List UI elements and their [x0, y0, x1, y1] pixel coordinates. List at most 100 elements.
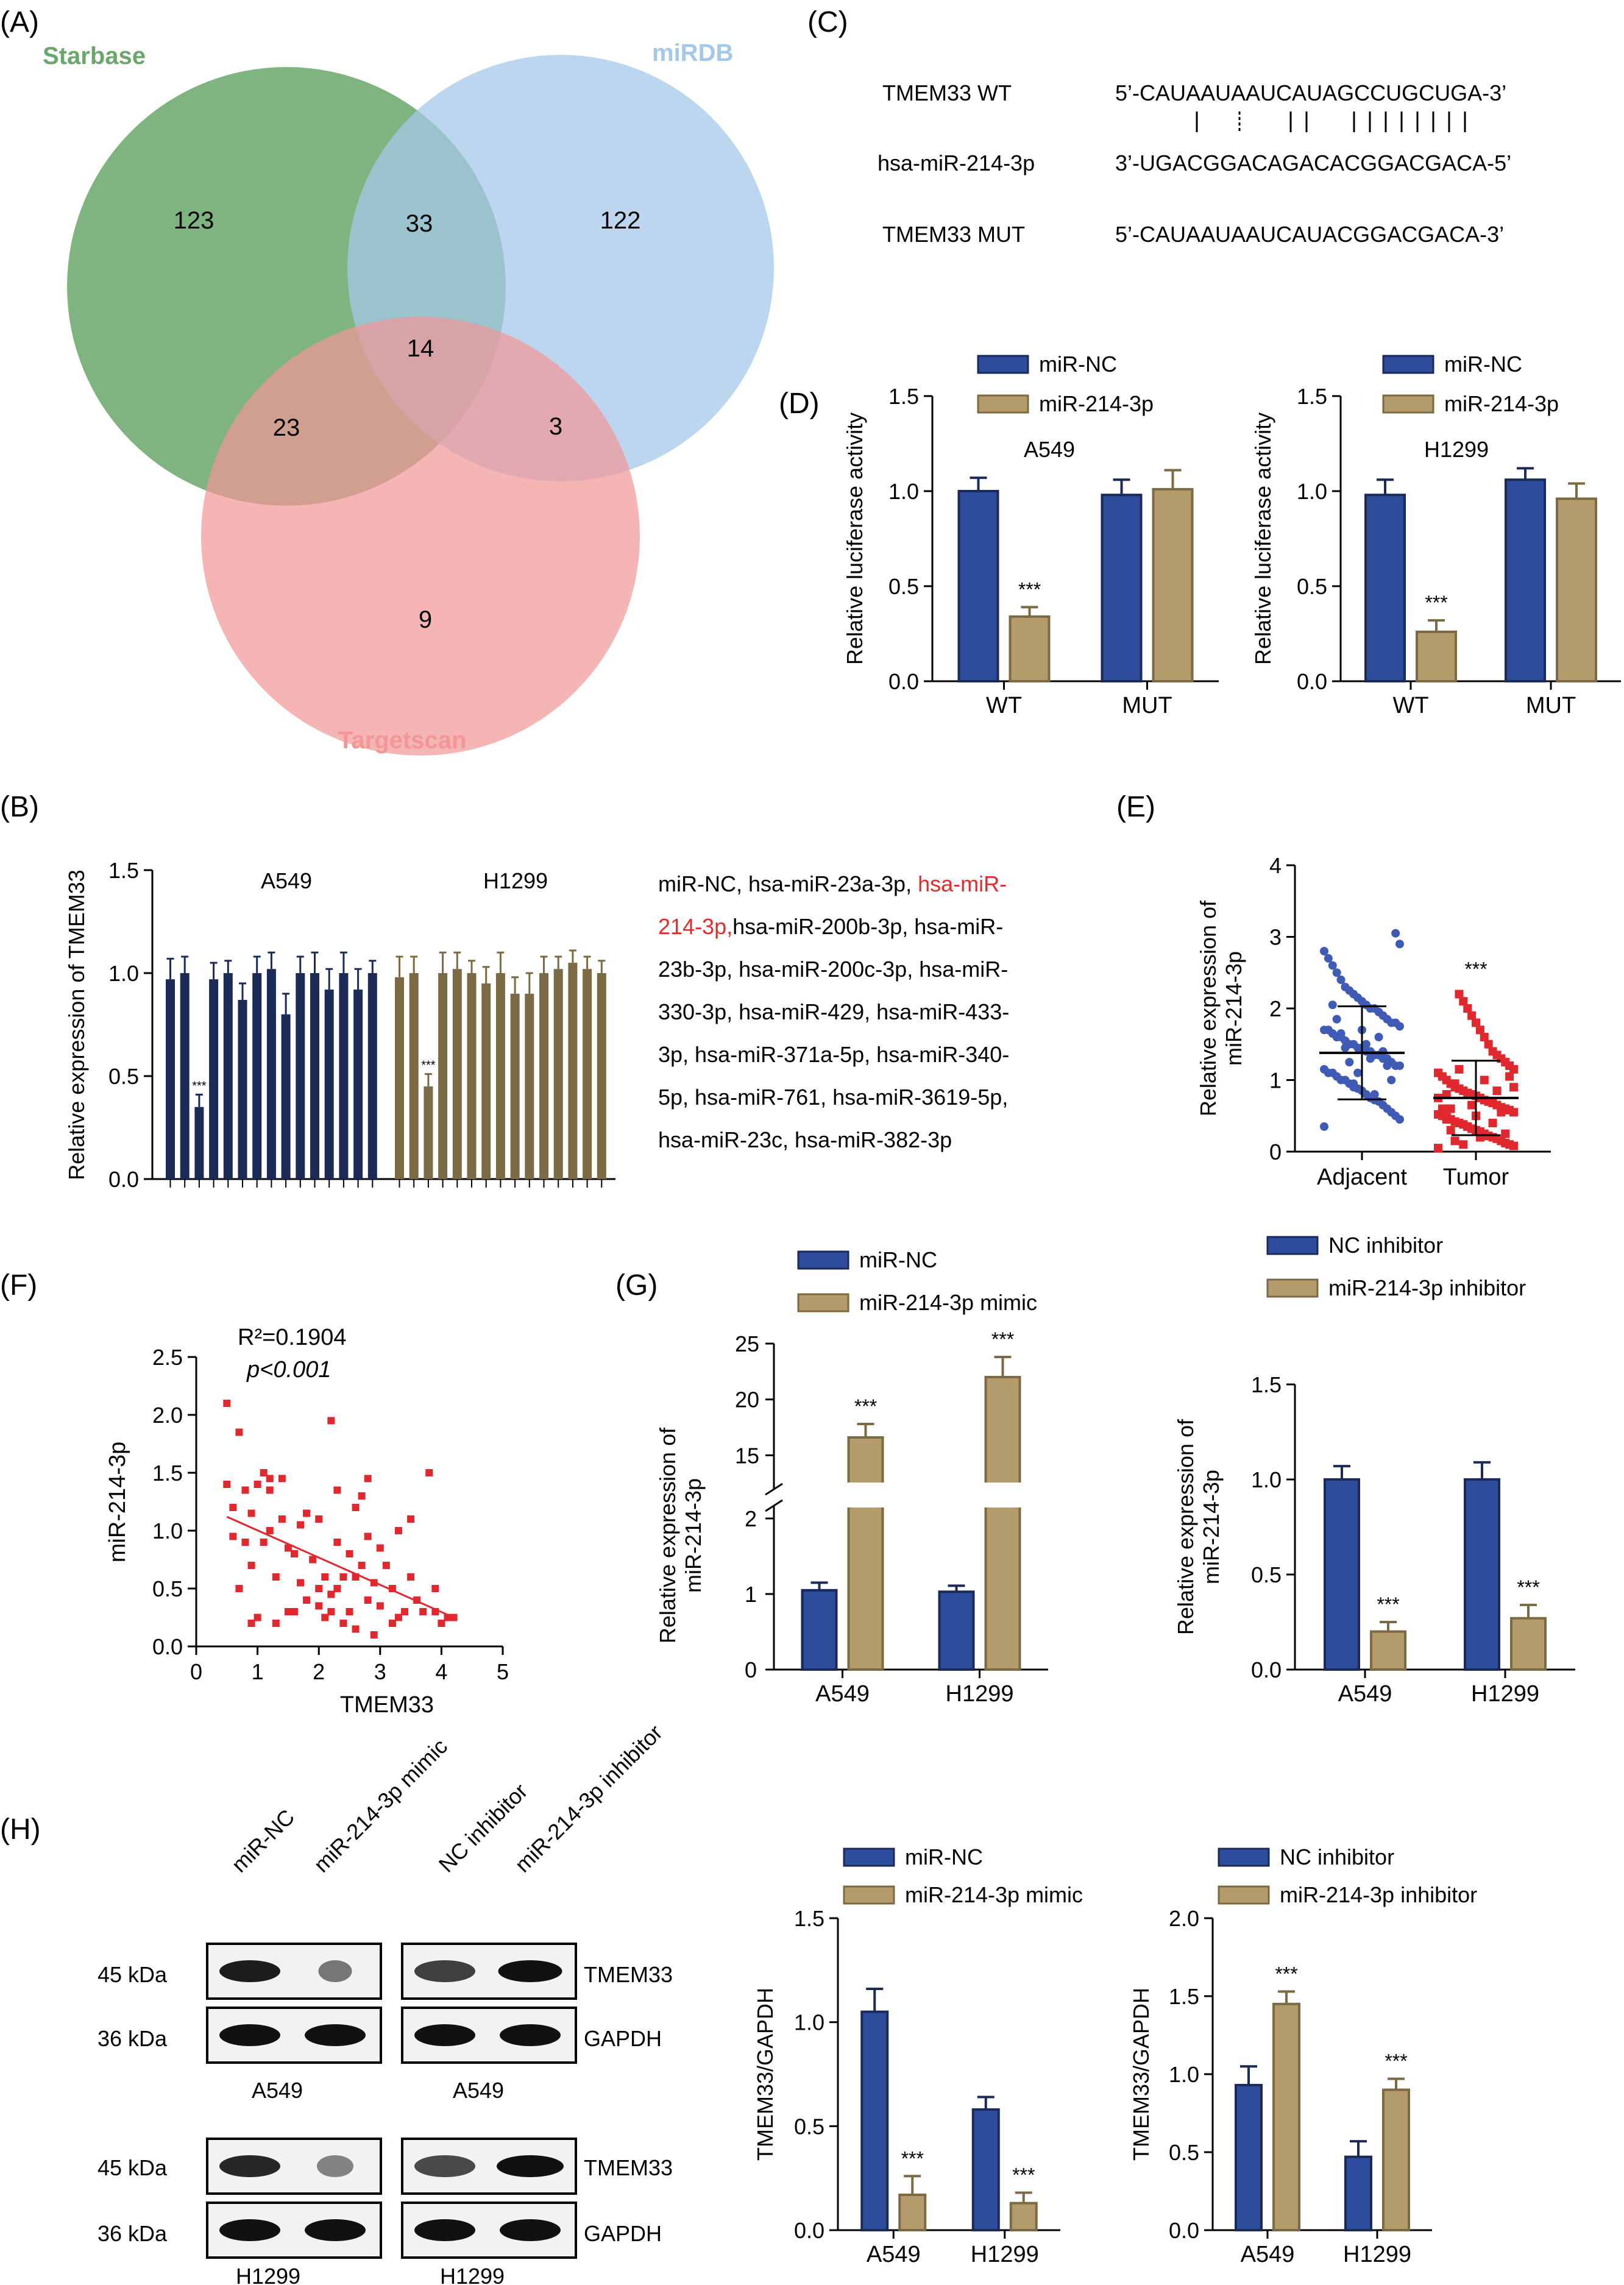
seq-mut: 5’-CAUAAUAAUCAUACGGACGACA-3’ — [1115, 222, 1504, 247]
x-tick-label: WT — [1392, 693, 1428, 718]
legend-label: miR-214-3p inhibitor — [1328, 1275, 1526, 1300]
y-tick-label: 1.0 — [1251, 1467, 1282, 1492]
y-axis-label-line: Relative expression of — [1173, 1419, 1198, 1635]
mirna-list: miR-NC, hsa-miR-23a-3p, hsa-miR- 214-3p,… — [658, 871, 1009, 1152]
data-point — [1484, 1097, 1493, 1106]
x-tick-label: A549 — [1241, 2242, 1295, 2267]
data-point — [1442, 1115, 1451, 1124]
venn-region-all-three: 14 — [407, 335, 434, 362]
x-tick-label: 1 — [252, 1659, 264, 1684]
y-tick-label: 0.0 — [888, 669, 919, 694]
data-point — [1467, 1011, 1477, 1020]
data-point — [364, 1532, 372, 1540]
data-point — [1438, 1104, 1447, 1113]
y-axis-label: Relative expression ofmiR-214-3p — [1196, 900, 1246, 1116]
panel-label-d: (D) — [779, 388, 820, 420]
y-axis-label: Relative expression ofmiR-214-3p — [1173, 1419, 1224, 1635]
y-tick-label: 2.0 — [152, 1403, 183, 1428]
legend-label: miR-214-3p mimic — [905, 1882, 1083, 1907]
data-point — [266, 1486, 274, 1494]
data-point — [1387, 1075, 1396, 1085]
data-point — [327, 1590, 335, 1598]
bar — [296, 973, 305, 1179]
y-tick-label: 0.0 — [1169, 2218, 1199, 2243]
blot-band — [500, 2024, 561, 2046]
data-point — [1341, 982, 1350, 991]
venn-region-starbase-only: 123 — [174, 207, 215, 234]
legend-label: NC inhibitor — [1280, 1844, 1394, 1869]
blot-band — [500, 2219, 561, 2241]
axis-break-mark — [765, 1499, 783, 1512]
venn-set-mirdb: miRDB — [652, 40, 733, 66]
blot-band — [497, 2155, 564, 2177]
protein-label: GAPDH — [584, 2026, 662, 2051]
bar — [467, 973, 477, 1179]
bar — [583, 969, 592, 1179]
y-axis-label: Relative expression of TMEM33 — [64, 870, 89, 1180]
data-point — [1434, 1068, 1442, 1077]
legend-swatch-blue — [1382, 355, 1434, 374]
bar — [209, 979, 219, 1179]
axis-break-mark — [765, 1483, 783, 1496]
bar — [452, 969, 462, 1179]
legend-swatch-tan — [977, 394, 1029, 414]
bar — [353, 990, 363, 1179]
mirna-line: 330-3p, hsa-miR-429, hsa-miR-433- — [658, 999, 1009, 1024]
y-tick-label: 2.0 — [1169, 1906, 1199, 1931]
axis-break-gap — [845, 1483, 887, 1507]
y-axis-label: Relative luciferase activity — [842, 413, 867, 665]
y-axis-label-line: miR-214-3p — [1221, 951, 1246, 1066]
data-point — [1446, 1125, 1455, 1135]
venn-set-targetscan: Targetscan — [338, 727, 466, 754]
data-point — [1455, 990, 1464, 999]
y-axis-label: TMEM33/GAPDH — [753, 1988, 778, 2161]
y-tick-label: 1.0 — [152, 1518, 183, 1543]
data-point — [1370, 1090, 1379, 1099]
data-point — [241, 1539, 249, 1546]
x-tick-label: H1299 — [1343, 2242, 1411, 2267]
data-point — [1480, 1075, 1489, 1085]
data-point — [1328, 961, 1337, 970]
bar — [424, 1086, 433, 1179]
y-tick-label: 15 — [735, 1443, 759, 1468]
data-point — [1320, 1026, 1328, 1035]
data-point — [272, 1573, 280, 1581]
data-point — [297, 1521, 305, 1529]
blot-band — [219, 1960, 280, 1982]
y-tick-label: 0.0 — [1297, 669, 1327, 694]
y-tick-label: 2.5 — [152, 1345, 183, 1370]
x-tick-label: 2 — [313, 1659, 325, 1684]
x-tick-label: H1299 — [946, 1681, 1014, 1707]
mirna-line: miR-NC, hsa-miR-23a-3p, hsa-miR- — [658, 871, 1007, 896]
bar — [367, 973, 377, 1179]
y-tick-label: 1.5 — [888, 384, 919, 409]
chart-H_right: 0.0 0.5 1.0 1.5 2.0 A549 H1299 *** *** NC inhibit… — [1129, 1844, 1477, 2267]
chart-D_H1299: 0.0 0.5 1.0 1.5 WT MUT *** H1299 miR-NC miR-214-3… — [1250, 352, 1621, 718]
venn-circle-targetscan — [201, 317, 640, 756]
protein-label: TMEM33 — [584, 1962, 673, 1987]
bar-blue — [971, 2108, 1000, 2231]
bar-blue — [938, 1590, 975, 1671]
panel-c: (C) TMEM33 WT 5’-CAUAAUAAUCAUAGCCUGCUGA-… — [807, 6, 1511, 247]
data-point — [223, 1400, 231, 1407]
data-point — [303, 1596, 311, 1604]
data-point — [1336, 976, 1346, 984]
bar-blue — [1235, 2083, 1263, 2231]
data-point — [1459, 1140, 1468, 1149]
y-tick-label: 20 — [735, 1387, 759, 1412]
y-tick-label: 1.0 — [794, 2010, 824, 2035]
bar — [339, 973, 349, 1179]
data-point — [266, 1475, 274, 1483]
seq-wt: 5’-CAUAAUAAUCAUAGCCUGCUGA-3’ — [1115, 80, 1506, 105]
y-tick-label: 4 — [1269, 853, 1282, 878]
group-label: H1299 — [483, 868, 548, 893]
legend-label: miR-214-3p — [1039, 391, 1154, 416]
data-point — [254, 1614, 261, 1621]
panel-label-c: (C) — [807, 6, 848, 38]
bar-tan — [1152, 487, 1194, 682]
legend-swatch-blue — [1218, 1847, 1270, 1867]
data-point — [1472, 1018, 1480, 1027]
blot-band — [414, 2024, 475, 2046]
data-point — [370, 1631, 378, 1638]
y-axis-label: TMEM33/GAPDH — [1129, 1988, 1154, 2161]
